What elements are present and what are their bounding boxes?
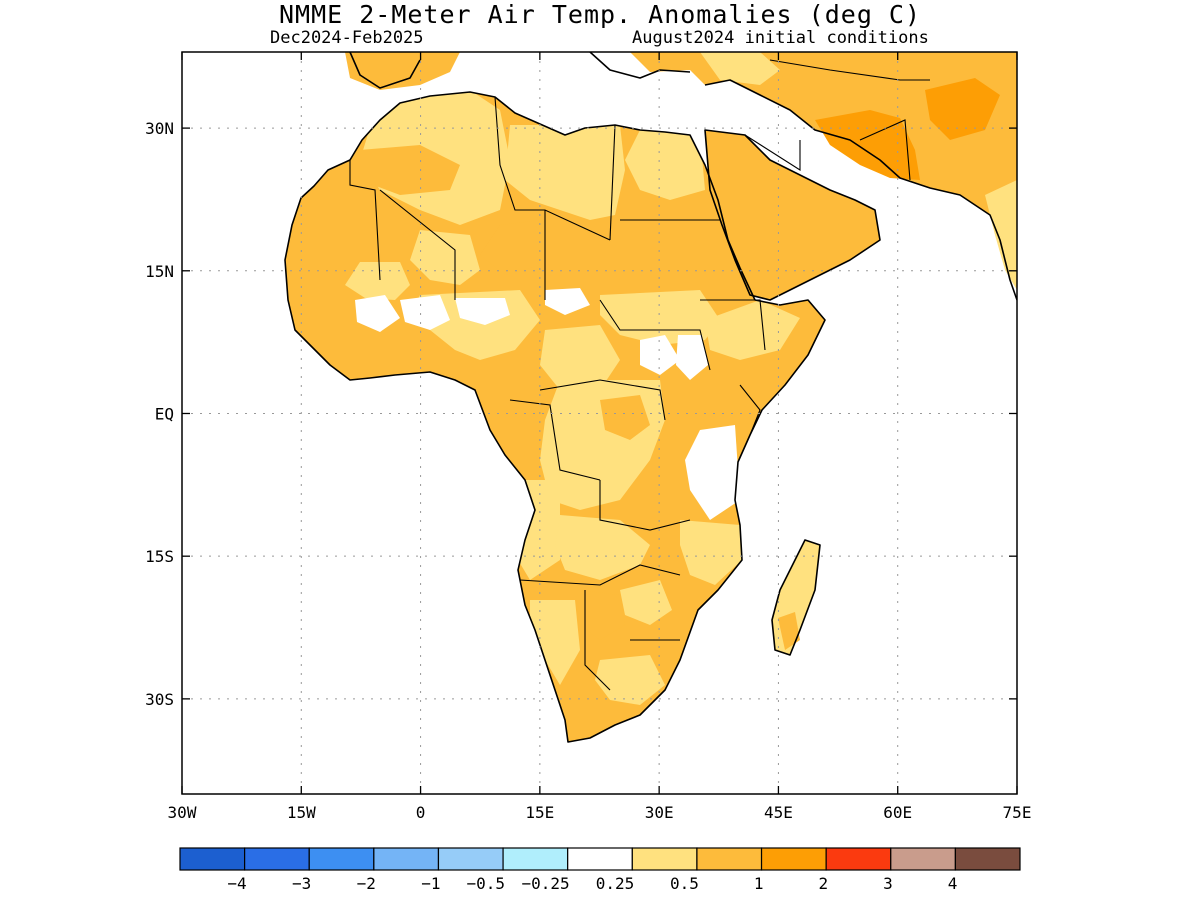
lon-tick-label: 30E <box>645 803 674 822</box>
colorbar-label: −4 <box>227 874 246 893</box>
lat-tick-label: 30N <box>145 119 174 138</box>
colorbar-label: 4 <box>948 874 958 893</box>
colorbar-swatch <box>179 847 246 871</box>
colorbar-label: −3 <box>292 874 311 893</box>
lon-tick-label: 15E <box>525 803 554 822</box>
lat-tick-label: 15N <box>145 262 174 281</box>
colorbar-swatch <box>890 847 956 871</box>
lon-tick-label: 0 <box>416 803 426 822</box>
madagascar-shading <box>772 540 820 655</box>
longitude-axis: 30W 15W 0 15E 30E 45E 60E 75E <box>168 52 1032 822</box>
colorbar-swatch <box>825 847 892 871</box>
colorbar-label: 0.5 <box>670 874 699 893</box>
colorbar-label: 3 <box>883 874 893 893</box>
colorbar-swatch <box>373 847 440 871</box>
lon-tick-label: 45E <box>764 803 793 822</box>
latitude-axis: 30N 15N EQ 15S 30S <box>145 119 1017 709</box>
colorbar-swatch <box>502 847 569 871</box>
lat-tick-label: 15S <box>145 547 174 566</box>
colorbar: −4 −3 −2 −1 −0.5 −0.25 0.25 0.5 1 2 3 4 <box>179 847 1021 893</box>
country-borders <box>349 59 930 691</box>
map-title: NMME 2-Meter Air Temp. Anomalies (deg C) <box>278 0 922 29</box>
forecast-period: Dec2024-Feb2025 <box>270 28 424 48</box>
colorbar-label: 0.25 <box>596 874 635 893</box>
lon-tick-label: 30W <box>168 803 197 822</box>
lon-tick-label: 75E <box>1003 803 1032 822</box>
colorbar-label: −0.5 <box>467 874 506 893</box>
colorbar-label: −1 <box>421 874 440 893</box>
lon-tick-label: 60E <box>883 803 912 822</box>
colorbar-swatch <box>567 847 633 871</box>
colorbar-swatch <box>308 847 375 871</box>
colorbar-swatch <box>954 847 1021 871</box>
coastlines <box>284 52 1017 743</box>
lat-tick-label: EQ <box>155 404 174 423</box>
lon-tick-label: 15W <box>287 803 316 822</box>
map-frame <box>181 51 1018 795</box>
colorbar-swatch <box>437 847 504 871</box>
colorbar-swatch <box>244 847 310 871</box>
colorbar-swatch <box>760 847 827 871</box>
grid-lines <box>182 52 1017 794</box>
colorbar-label: −2 <box>357 874 376 893</box>
colorbar-label: 2 <box>819 874 829 893</box>
colorbar-label: 1 <box>754 874 764 893</box>
lat-tick-label: 30S <box>145 690 174 709</box>
colorbar-swatch <box>631 847 698 871</box>
initial-conditions: August2024 initial conditions <box>632 28 929 48</box>
eurasia-shading <box>345 52 1017 300</box>
colorbar-label: −0.25 <box>522 874 570 893</box>
colorbar-swatch <box>696 847 763 871</box>
